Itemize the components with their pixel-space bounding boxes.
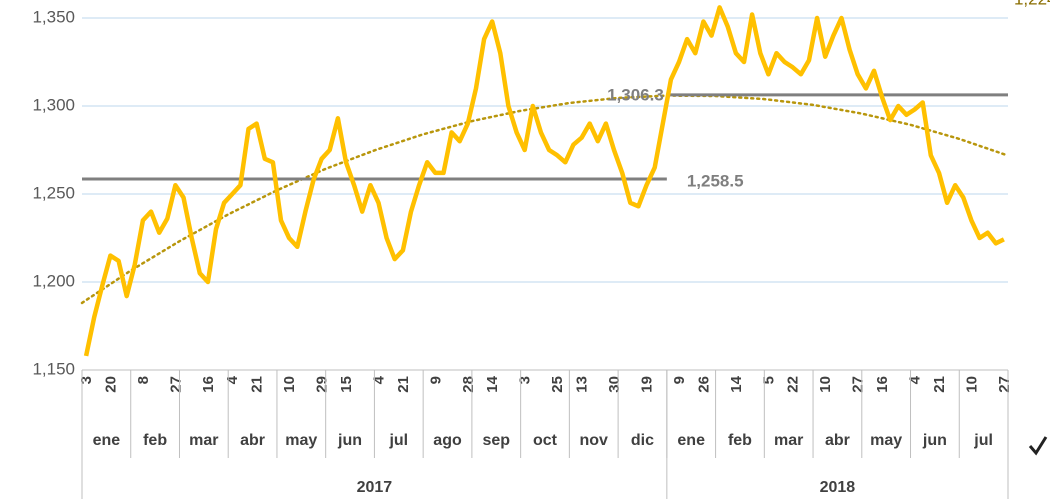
month-label: jul bbox=[388, 432, 408, 449]
series-line bbox=[83, 5, 1005, 357]
x-tick-label: 29 bbox=[314, 376, 331, 393]
x-tick-label: 13 bbox=[574, 376, 591, 393]
month-label: ago bbox=[433, 432, 462, 449]
y-tick-label: 1,250 bbox=[32, 183, 75, 202]
x-tick-label: 3 bbox=[78, 376, 95, 384]
x-tick-label: 9 bbox=[671, 376, 688, 384]
x-tick-label: 28 bbox=[460, 376, 477, 393]
x-tick-label: 26 bbox=[695, 376, 712, 393]
x-tick-label: 30 bbox=[606, 376, 623, 393]
x-tick-label: 21 bbox=[395, 376, 412, 393]
x-tick-label: 4 bbox=[224, 375, 241, 384]
x-tick-label: 27 bbox=[996, 376, 1013, 393]
x-tick-label: 19 bbox=[639, 376, 656, 393]
average-label: 1,258.5 bbox=[687, 172, 744, 191]
x-tick-label: 10 bbox=[963, 376, 980, 393]
x-tick-label: 25 bbox=[549, 376, 566, 393]
month-label: mar bbox=[774, 432, 803, 449]
x-tick-label: 4 bbox=[370, 375, 387, 384]
trend-line bbox=[80, 94, 1010, 305]
x-tick-label: 16 bbox=[874, 376, 891, 393]
x-tick-label: 4 bbox=[907, 375, 924, 384]
month-label: feb bbox=[728, 432, 752, 449]
check-icon bbox=[1028, 436, 1048, 456]
x-tick-label: 16 bbox=[200, 376, 217, 393]
x-tick-label: 5 bbox=[760, 376, 777, 384]
month-label: nov bbox=[580, 432, 609, 449]
month-label: feb bbox=[143, 432, 167, 449]
month-label: jul bbox=[973, 432, 993, 449]
x-tick-label: 22 bbox=[785, 376, 802, 393]
month-label: jun bbox=[337, 432, 362, 449]
x-tick-label: 10 bbox=[817, 376, 834, 393]
month-label: ene bbox=[677, 432, 705, 449]
x-tick-label: 10 bbox=[281, 376, 298, 393]
x-tick-label: 15 bbox=[338, 376, 355, 393]
month-label: ene bbox=[93, 432, 121, 449]
x-tick-label: 21 bbox=[249, 376, 266, 393]
month-label: abr bbox=[825, 432, 850, 449]
average-label: 1,306.3 bbox=[607, 85, 664, 104]
x-tick-label: 27 bbox=[850, 376, 867, 393]
month-label: may bbox=[285, 432, 317, 449]
x-tick-label: 9 bbox=[427, 376, 444, 384]
x-tick-label: 21 bbox=[931, 376, 948, 393]
x-tick-label: 8 bbox=[135, 376, 152, 384]
month-label: oct bbox=[533, 432, 558, 449]
month-label: may bbox=[870, 432, 902, 449]
y-tick-label: 1,200 bbox=[32, 271, 75, 290]
data-label: 1,224.2 bbox=[1014, 0, 1050, 8]
month-label: jun bbox=[922, 432, 947, 449]
y-tick-label: 1,150 bbox=[32, 359, 75, 378]
month-label: dic bbox=[631, 432, 654, 449]
x-tick-label: 14 bbox=[728, 375, 745, 392]
x-tick-label: 3 bbox=[517, 376, 534, 384]
month-label: mar bbox=[189, 432, 218, 449]
month-label: sep bbox=[482, 432, 510, 449]
year-label: 2018 bbox=[820, 479, 856, 496]
y-tick-label: 1,350 bbox=[32, 7, 75, 26]
month-label: abr bbox=[240, 432, 265, 449]
x-tick-label: 27 bbox=[167, 376, 184, 393]
x-tick-label: 20 bbox=[102, 376, 119, 393]
x-tick-label: 14 bbox=[484, 375, 501, 392]
year-label: 2017 bbox=[357, 479, 393, 496]
y-tick-label: 1,300 bbox=[32, 95, 75, 114]
